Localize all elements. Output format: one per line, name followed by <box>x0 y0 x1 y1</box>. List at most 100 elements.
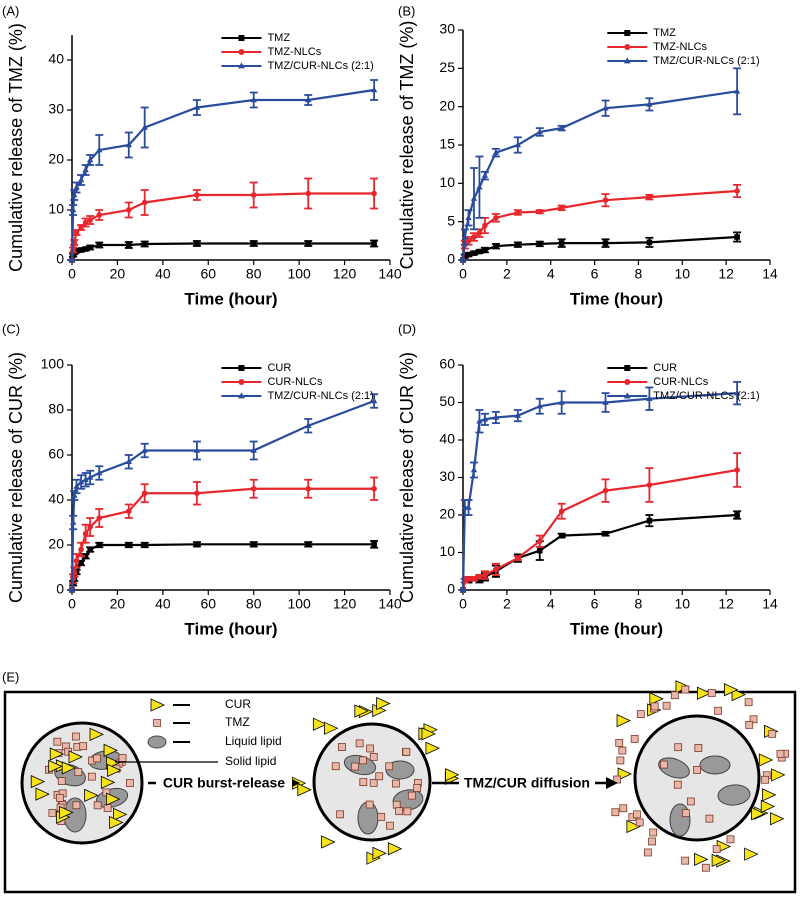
marker <box>141 490 148 497</box>
tmz-particle <box>386 821 394 830</box>
tmz-particle <box>761 775 770 784</box>
tmz-particle <box>369 752 378 761</box>
legend-label: CUR-NLCs <box>653 376 709 388</box>
marker <box>125 458 133 464</box>
tmz-particle <box>635 818 644 827</box>
marker <box>78 546 84 553</box>
marker <box>194 541 200 548</box>
marker <box>558 240 565 246</box>
cur-particle <box>297 783 312 797</box>
cur-particle <box>694 852 709 866</box>
series-line <box>70 88 375 261</box>
arrow-label: CUR burst-release <box>163 775 285 791</box>
tmz-particle <box>650 702 659 711</box>
marker <box>476 248 483 255</box>
marker <box>194 192 200 198</box>
tmz-particle <box>619 804 628 813</box>
cur-particle <box>30 774 46 789</box>
tmz-particle <box>359 756 367 765</box>
marker <box>73 483 80 489</box>
y-tick-label: 10 <box>48 201 64 217</box>
marker <box>476 574 483 580</box>
tmz-particle <box>392 800 401 809</box>
y-tick-label: 30 <box>48 101 64 117</box>
cur-particle <box>89 727 104 742</box>
panel-label: (D) <box>398 321 416 336</box>
series-line <box>461 90 738 261</box>
liquid-lipid <box>699 755 731 775</box>
x-tick-label: 4 <box>547 266 555 282</box>
marker <box>482 247 488 253</box>
marker <box>624 379 631 385</box>
marker <box>482 222 488 229</box>
marker <box>250 240 257 247</box>
solid-lipid <box>633 714 761 842</box>
marker <box>125 542 132 548</box>
liquid-lipid <box>147 735 167 749</box>
series-line <box>461 513 738 591</box>
marker <box>733 87 741 94</box>
tmz-particle <box>377 812 386 821</box>
diagram: CUR TMZ Liquid lipid Solid lipid CUR burst-r… <box>20 680 790 872</box>
marker <box>476 230 483 236</box>
marker <box>371 190 377 197</box>
tmz-particle <box>72 801 81 810</box>
cur-particle <box>626 819 641 834</box>
tmz-particle <box>366 744 375 753</box>
arrow-label: TMZ/CUR diffusion <box>464 775 590 791</box>
cur-particle <box>61 761 77 775</box>
marker <box>734 234 740 240</box>
marker <box>87 244 93 251</box>
marker <box>125 242 132 248</box>
marker <box>470 466 478 473</box>
marker <box>96 515 103 521</box>
marker <box>624 44 631 50</box>
marker <box>238 379 245 385</box>
tmz-particle <box>338 743 346 751</box>
x-tick-label: 140 <box>378 266 402 282</box>
tmz-particle <box>74 768 83 776</box>
marker <box>193 447 201 453</box>
tmz-particle <box>712 845 721 853</box>
marker <box>87 524 93 530</box>
marker <box>193 104 201 110</box>
arrow-label-bg <box>459 774 595 792</box>
legend-label: TMZ-NLCs <box>267 46 321 58</box>
marker <box>471 250 477 256</box>
x-tick-label: 80 <box>246 266 262 282</box>
tmz-particle <box>611 808 620 817</box>
marker <box>461 233 469 240</box>
y-tick-label: 0 <box>447 581 455 597</box>
cur-particle <box>84 788 99 803</box>
marker <box>238 49 245 55</box>
marker <box>73 229 80 236</box>
marker <box>515 209 521 216</box>
marker <box>370 86 378 93</box>
marker <box>602 487 609 494</box>
y-tick-label: 0 <box>447 251 455 267</box>
marker <box>371 541 377 548</box>
marker <box>624 30 631 36</box>
cur-particle <box>760 799 776 814</box>
y-axis-label: Cumulative release of TMZ (%) <box>397 21 417 270</box>
cur-particle <box>48 759 63 774</box>
legend-label: Solid lipid <box>225 754 276 768</box>
x-tick-label: 40 <box>155 266 171 282</box>
x-tick-label: 10 <box>674 596 690 612</box>
marker <box>87 546 93 553</box>
liquid-lipid <box>669 803 691 837</box>
marker <box>68 256 76 263</box>
marker <box>238 62 245 69</box>
marker <box>623 57 631 64</box>
marker <box>96 242 103 248</box>
cur-particle <box>771 768 786 782</box>
marker <box>482 572 488 578</box>
marker <box>370 397 378 404</box>
y-tick-label: 60 <box>48 446 64 462</box>
marker <box>734 188 740 194</box>
marker <box>476 417 483 424</box>
tmz-particle <box>365 800 374 809</box>
x-tick-label: 12 <box>718 266 734 282</box>
tmz-particle <box>359 778 368 786</box>
